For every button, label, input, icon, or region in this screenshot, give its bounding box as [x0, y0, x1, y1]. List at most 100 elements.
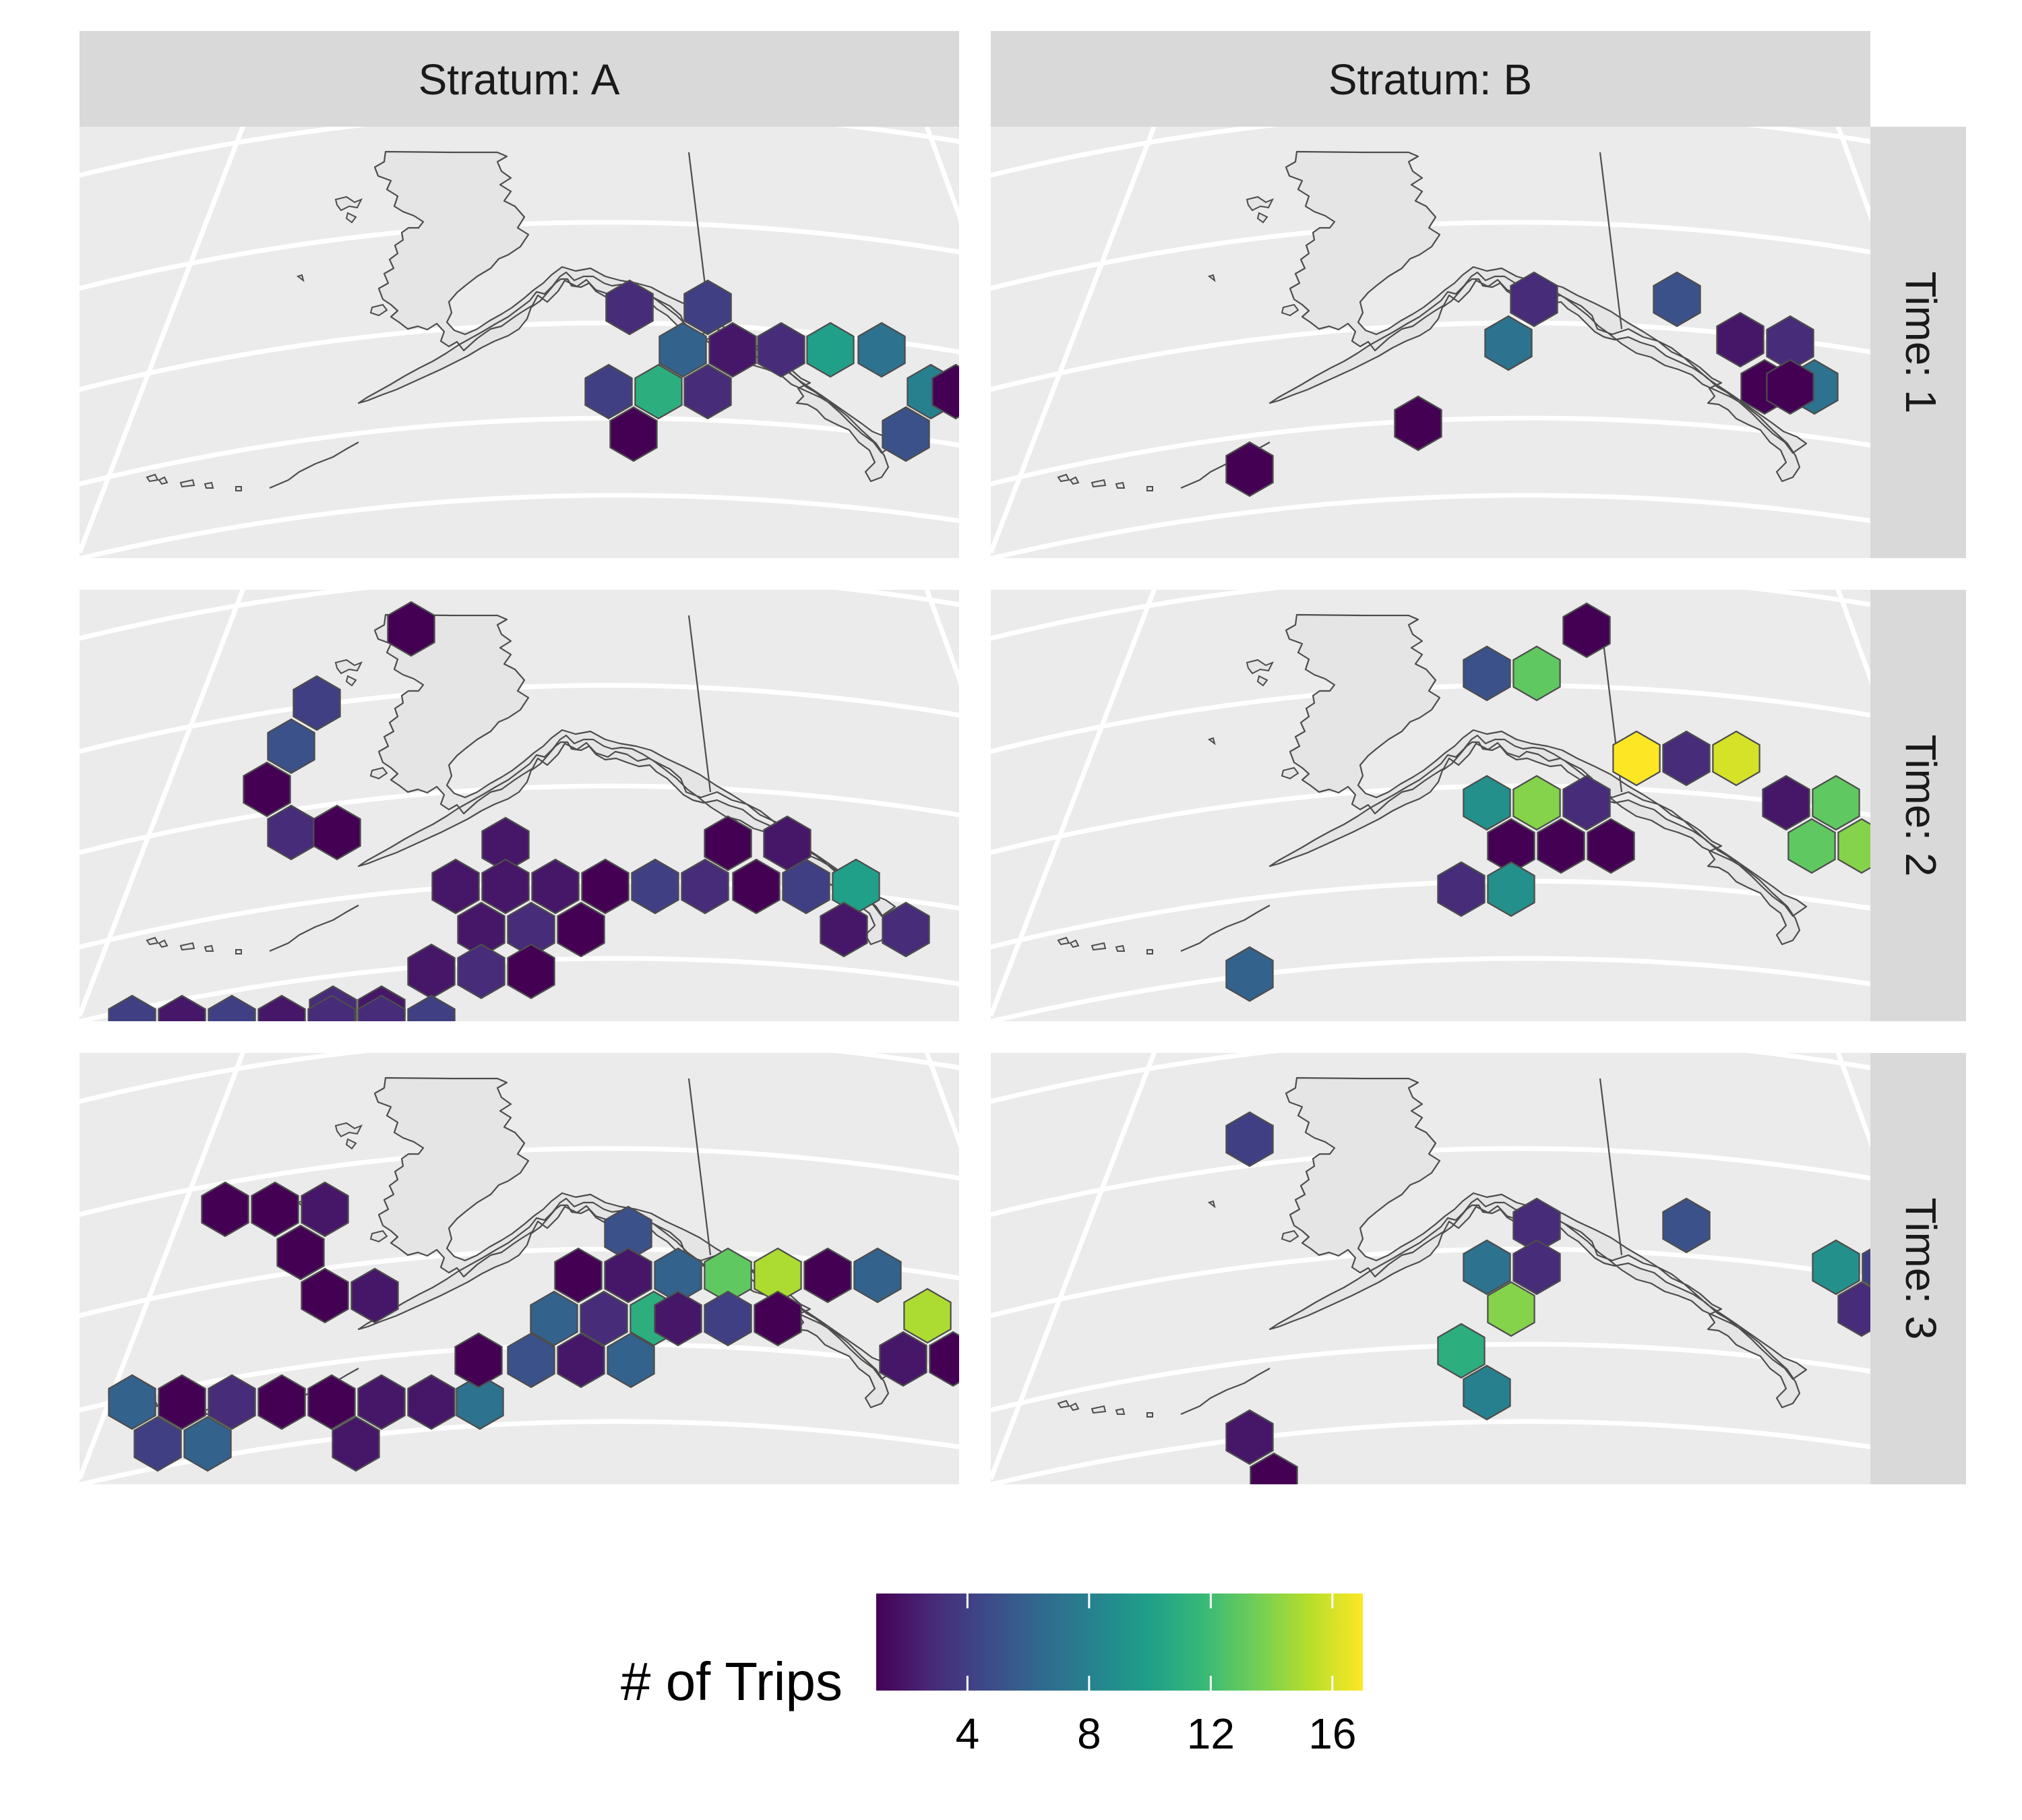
hex-cell — [1437, 1323, 1485, 1379]
hex-cell — [853, 1247, 902, 1304]
hex-cell — [882, 901, 930, 958]
hex-cell — [580, 1290, 628, 1347]
column-strip-label: Stratum: A — [419, 55, 620, 104]
hex-cell — [584, 363, 633, 420]
hex-cell — [507, 1332, 555, 1389]
hex-cell — [457, 943, 506, 1000]
hex-cell — [276, 1224, 325, 1281]
hex-cell — [681, 858, 729, 915]
hex-cell — [1662, 1197, 1711, 1254]
map-panel-stratum-b-time-2 — [964, 575, 1894, 1028]
hex-cell — [1837, 818, 1870, 874]
hex-cell — [257, 994, 306, 1021]
hex-cell — [332, 1416, 380, 1472]
hex-cell — [208, 1374, 256, 1430]
hex-cell — [183, 1416, 232, 1472]
legend-colorbar — [876, 1594, 1363, 1691]
column-strip-stratum-a: Stratum: A — [80, 31, 959, 127]
hex-cell — [609, 406, 658, 462]
hex-cell — [407, 1374, 456, 1430]
hex-cell — [267, 718, 315, 775]
hex-cell — [1762, 775, 1810, 831]
hex-cell — [1562, 602, 1611, 659]
hex-cell — [431, 858, 480, 915]
hex-cell — [1510, 271, 1558, 328]
hex-cell — [1512, 645, 1561, 702]
hex-cell — [243, 761, 291, 818]
hex-cell — [782, 858, 830, 915]
hex-cell — [1394, 395, 1442, 452]
hex-cell — [683, 363, 732, 420]
hex-cell — [350, 1267, 399, 1324]
hex-cell — [313, 804, 361, 861]
hex-cell — [1612, 730, 1661, 787]
hex-cell — [1484, 315, 1533, 371]
legend: # of Trips 4 8 12 16 — [621, 1594, 1363, 1758]
hex-cell — [1225, 946, 1274, 1002]
hex-cell — [1487, 1281, 1535, 1337]
hex-cell — [1463, 775, 1511, 831]
hex-cell — [456, 1374, 504, 1430]
hex-cell — [708, 322, 757, 378]
column-strip-stratum-b: Stratum: B — [991, 31, 1870, 127]
hex-cell — [683, 279, 732, 336]
hex-cell — [1250, 1452, 1298, 1484]
hex-cell — [531, 858, 580, 915]
hex-cell — [133, 1416, 182, 1472]
hex-cell — [1225, 441, 1274, 497]
legend-tick-label: 8 — [1077, 1709, 1101, 1758]
hex-cell — [820, 901, 868, 958]
hex-cell — [1862, 1248, 1870, 1286]
legend-tick-label: 4 — [956, 1709, 980, 1758]
row-strip-time-2: Time: 2 — [1870, 590, 1966, 1021]
hex-cell — [1225, 1111, 1274, 1167]
map-panel-stratum-a-time-3 — [53, 1038, 983, 1491]
hex-cell — [1716, 311, 1765, 368]
map-panel-stratum-a-time-2 — [53, 575, 983, 1091]
hex-cell — [806, 322, 855, 378]
hex-cell — [631, 858, 679, 915]
map-panel-stratum-b-time-1 — [964, 112, 1894, 565]
hex-cell — [658, 322, 707, 378]
hex-cell — [1487, 861, 1535, 917]
hex-cell — [1587, 818, 1635, 874]
hex-cell — [554, 1247, 603, 1304]
hex-cell — [1463, 1364, 1511, 1421]
hex-cell — [704, 1290, 752, 1347]
hex-cell — [1766, 359, 1814, 415]
column-strip-label: Stratum: B — [1328, 55, 1532, 104]
hex-cell — [307, 1374, 356, 1430]
hex-cell — [158, 1374, 206, 1430]
hex-cell — [293, 675, 341, 731]
hex-cell — [604, 1247, 652, 1304]
row-strip-time-3: Time: 3 — [1870, 1053, 1966, 1484]
hex-cell — [208, 994, 256, 1021]
hex-cell — [882, 406, 930, 462]
hex-cell — [454, 1332, 503, 1389]
hex-cell — [732, 858, 780, 915]
hex-cell — [251, 1181, 299, 1238]
hex-cell — [257, 1374, 306, 1430]
hex-cell — [1812, 1239, 1860, 1296]
hex-cell — [929, 1331, 959, 1387]
hex-cell — [879, 1331, 927, 1387]
row-strip-time-1: Time: 1 — [1870, 127, 1966, 558]
hex-cell — [763, 815, 811, 872]
hex-cell — [607, 1332, 655, 1389]
hex-cell — [301, 1181, 349, 1238]
hex-cell — [931, 363, 959, 420]
hex-cell — [557, 1332, 605, 1389]
hex-cell — [1562, 775, 1611, 831]
hex-cell — [357, 1374, 406, 1430]
hex-cell — [357, 994, 406, 1021]
hex-cell — [507, 943, 555, 1000]
map-panel-stratum-b-time-3 — [964, 1038, 1909, 1507]
legend-title: # of Trips — [621, 1651, 842, 1711]
hex-cell — [1653, 271, 1701, 328]
hex-cell — [757, 322, 805, 378]
hex-cell — [557, 901, 605, 958]
hex-cell — [108, 994, 156, 1021]
hex-cell — [1225, 1409, 1274, 1465]
hex-cell — [530, 1290, 578, 1347]
